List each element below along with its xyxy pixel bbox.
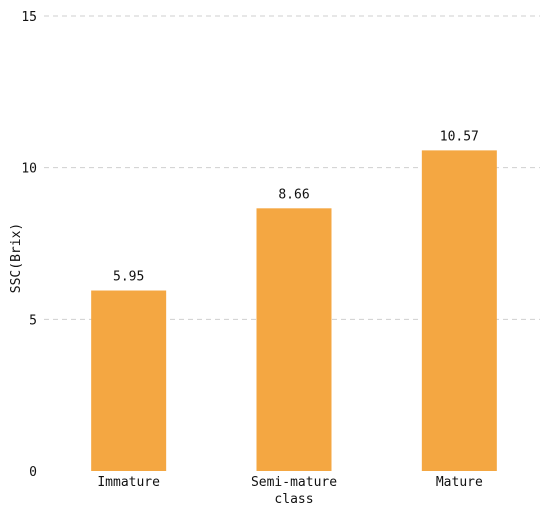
bar — [421, 150, 497, 472]
y-tick-label: 10 — [21, 162, 37, 177]
data-label: 8.66 — [278, 187, 309, 202]
x-axis-ticks: Immature Semi-mature Mature — [97, 475, 483, 490]
bar — [256, 208, 332, 471]
y-axis-label: SSC(Brix) — [9, 223, 24, 293]
x-tick-label: Semi-mature — [251, 475, 337, 490]
data-label: 10.57 — [440, 129, 479, 144]
y-tick-label: 5 — [29, 313, 37, 328]
data-labels: 5.95 8.66 10.57 — [113, 129, 479, 284]
x-tick-label: Immature — [97, 475, 160, 490]
y-tick-label: 15 — [21, 10, 37, 25]
bars — [91, 150, 497, 472]
y-axis-ticks: 0 5 10 15 — [21, 10, 37, 480]
y-tick-label: 0 — [29, 465, 37, 480]
bar — [91, 290, 167, 471]
x-axis-label: class — [274, 492, 313, 507]
data-label: 5.95 — [113, 270, 144, 285]
x-tick-label: Mature — [436, 475, 483, 490]
